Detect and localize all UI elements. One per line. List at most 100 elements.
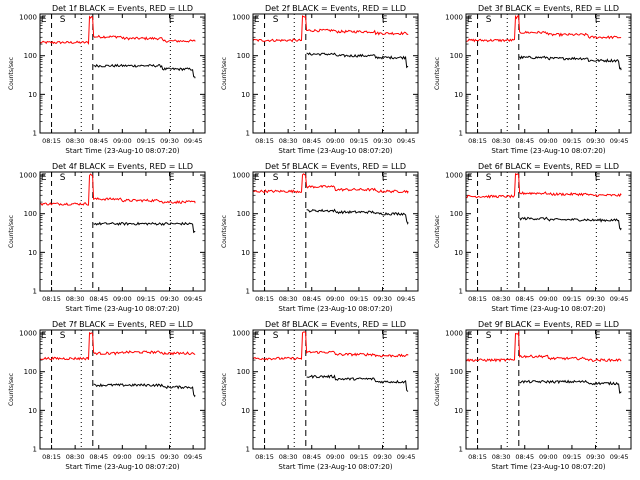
y-axis-label: Counts/sec xyxy=(434,373,441,406)
y-axis-label: Counts/sec xyxy=(221,57,228,90)
marker-label: S xyxy=(486,15,492,25)
marker-label: S xyxy=(273,173,279,183)
x-tick-label: 09:30 xyxy=(586,295,605,303)
x-tick-label: 08:30 xyxy=(279,137,298,145)
x-axis-label: Start Time (23-Aug-10 08:07:20) xyxy=(491,147,605,155)
x-tick-label: 08:30 xyxy=(492,137,511,145)
lld-series-line xyxy=(465,173,622,199)
y-tick-label: 10 xyxy=(241,91,250,99)
x-axis-label: Start Time (23-Aug-10 08:07:20) xyxy=(278,463,392,471)
y-tick-label: 10 xyxy=(28,249,37,257)
y-tick-label: 10 xyxy=(28,91,37,99)
lld-series-line xyxy=(39,15,196,45)
y-tick-label: 1 xyxy=(459,130,463,138)
plot-frame xyxy=(252,329,419,450)
x-tick-label: 09:30 xyxy=(160,137,179,145)
lld-series-line xyxy=(465,14,622,43)
x-tick-label: 09:15 xyxy=(137,295,156,303)
y-tick-label: 10 xyxy=(454,407,463,415)
x-tick-label: 09:00 xyxy=(113,295,132,303)
x-tick-label: 09:15 xyxy=(563,137,582,145)
x-tick-label: 09:15 xyxy=(137,137,156,145)
x-tick-label: 09:00 xyxy=(326,453,345,461)
panel-title: Det 5f BLACK = Events, RED = LLD xyxy=(265,162,406,171)
x-tick-label: 08:30 xyxy=(279,453,298,461)
x-tick-label: 08:15 xyxy=(42,453,61,461)
marker-label: S xyxy=(60,331,66,341)
y-tick-label: 1000 xyxy=(19,172,37,180)
marker-label: S xyxy=(60,15,66,25)
x-tick-label: 09:15 xyxy=(563,453,582,461)
detector-panel: Det 6f BLACK = Events, RED = LLD Counts/s… xyxy=(434,162,632,313)
lld-series-line xyxy=(252,331,409,361)
x-axis-label: Start Time (23-Aug-10 08:07:20) xyxy=(65,305,179,313)
x-axis-label: Start Time (23-Aug-10 08:07:20) xyxy=(65,463,179,471)
x-tick-label: 08:45 xyxy=(302,137,321,145)
plot-frame xyxy=(39,13,206,134)
y-tick-label: 1000 xyxy=(232,330,250,338)
detector-panel: Det 2f BLACK = Events, RED = LLD Counts/s… xyxy=(221,4,419,155)
events-series-line xyxy=(306,374,409,392)
x-axis-label: Start Time (23-Aug-10 08:07:20) xyxy=(278,147,392,155)
y-tick-label: 10 xyxy=(241,407,250,415)
marker-label: E xyxy=(382,173,388,183)
y-tick-label: 100 xyxy=(237,52,250,60)
marker-label: E xyxy=(595,15,601,25)
events-series-line xyxy=(306,208,409,225)
marker-label: E xyxy=(169,173,175,183)
x-tick-label: 09:30 xyxy=(160,295,179,303)
y-tick-label: 10 xyxy=(454,249,463,257)
events-series-line xyxy=(93,221,196,234)
x-tick-label: 08:15 xyxy=(468,137,487,145)
x-tick-label: 09:45 xyxy=(397,453,416,461)
y-tick-label: 1 xyxy=(33,446,37,454)
lld-series-line xyxy=(252,14,409,43)
marker-label: S xyxy=(273,15,279,25)
y-axis-label: Counts/sec xyxy=(221,373,228,406)
plot-frame xyxy=(465,171,632,292)
y-tick-label: 10 xyxy=(28,407,37,415)
y-tick-label: 1 xyxy=(246,288,250,296)
marker-label: E xyxy=(254,173,260,183)
detector-panel: Det 8f BLACK = Events, RED = LLD Counts/s… xyxy=(221,320,419,471)
y-tick-label: 1 xyxy=(33,130,37,138)
plot-frame xyxy=(39,171,206,292)
x-tick-label: 09:30 xyxy=(373,137,392,145)
y-axis-label: Counts/sec xyxy=(434,215,441,248)
marker-label: S xyxy=(273,331,279,341)
x-tick-label: 09:15 xyxy=(350,453,369,461)
x-tick-label: 08:45 xyxy=(515,453,534,461)
x-tick-label: 09:30 xyxy=(373,453,392,461)
x-tick-label: 09:00 xyxy=(539,295,558,303)
y-tick-label: 10 xyxy=(454,91,463,99)
x-tick-label: 08:30 xyxy=(492,295,511,303)
marker-label: E xyxy=(382,331,388,341)
plot-frame xyxy=(465,329,632,450)
x-tick-label: 08:15 xyxy=(42,295,61,303)
events-series-line xyxy=(519,216,622,231)
x-tick-label: 08:45 xyxy=(515,295,534,303)
plot-frame xyxy=(465,13,632,134)
x-tick-label: 08:45 xyxy=(302,453,321,461)
x-tick-label: 09:00 xyxy=(326,137,345,145)
marker-label: E xyxy=(254,331,260,341)
detector-panel: Det 9f BLACK = Events, RED = LLD Counts/s… xyxy=(434,320,632,471)
detector-panel: Det 3f BLACK = Events, RED = LLD Counts/s… xyxy=(434,4,632,155)
y-axis-label: Counts/sec xyxy=(8,373,15,406)
x-tick-label: 08:45 xyxy=(302,295,321,303)
marker-label: E xyxy=(467,15,473,25)
x-tick-label: 08:30 xyxy=(279,295,298,303)
x-tick-label: 09:45 xyxy=(184,137,203,145)
y-tick-label: 1000 xyxy=(19,330,37,338)
x-tick-label: 09:45 xyxy=(610,453,629,461)
y-axis-label: Counts/sec xyxy=(8,215,15,248)
plot-frame xyxy=(39,329,206,450)
marker-label: E xyxy=(41,331,47,341)
events-series-line xyxy=(519,55,622,71)
lld-series-line xyxy=(466,331,622,363)
x-tick-label: 09:30 xyxy=(586,453,605,461)
x-tick-label: 08:45 xyxy=(515,137,534,145)
x-tick-label: 09:15 xyxy=(563,295,582,303)
y-axis-label: Counts/sec xyxy=(221,215,228,248)
